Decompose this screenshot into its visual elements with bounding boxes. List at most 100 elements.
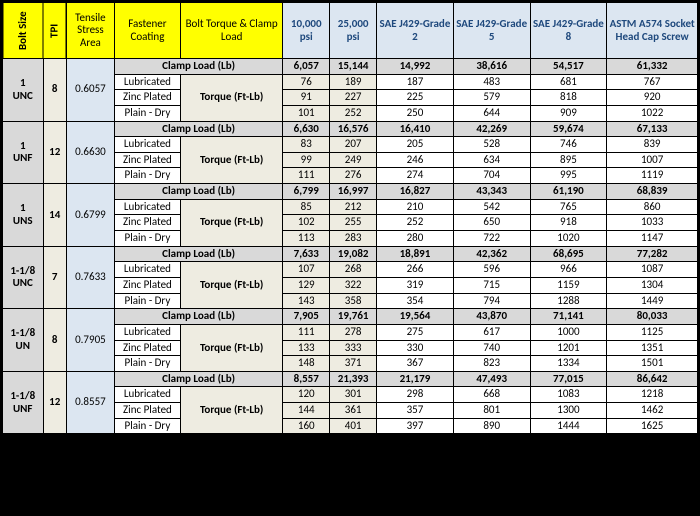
tsa: 0.6057 [66, 59, 114, 122]
hdr-bolt-size: Bolt Size [3, 3, 44, 59]
coating: Zinc Plated [114, 277, 180, 293]
torque-val: 144 [283, 403, 330, 419]
torque-label: Torque (Ft-Lb) [180, 137, 282, 184]
clamp-val: 6,630 [283, 121, 330, 137]
torque-val: 101 [283, 105, 330, 121]
torque-val: 1000 [530, 324, 607, 340]
torque-val: 255 [330, 215, 377, 231]
clamp-val: 43,343 [453, 184, 530, 200]
torque-val: 668 [453, 387, 530, 403]
torque-val: 920 [607, 90, 698, 106]
bolt-size: 1-1/8UN [3, 309, 44, 372]
bolt-size: 1-1/8UNF [3, 371, 44, 434]
torque-val: 133 [283, 340, 330, 356]
torque-val: 918 [530, 215, 607, 231]
coating: Plain - Dry [114, 293, 180, 309]
hdr-grade2: SAE J429-Grade 2 [377, 3, 454, 59]
coating: Zinc Plated [114, 215, 180, 231]
torque-label: Torque (Ft-Lb) [180, 324, 282, 371]
torque-val: 266 [377, 262, 454, 278]
torque-val: 596 [453, 262, 530, 278]
torque-label: Torque (Ft-Lb) [180, 262, 282, 309]
clamp-val: 15,144 [330, 59, 377, 75]
torque-val: 1625 [607, 418, 698, 434]
torque-val: 76 [283, 74, 330, 90]
clamp-val: 14,992 [377, 59, 454, 75]
torque-val: 1444 [530, 418, 607, 434]
torque-val: 650 [453, 215, 530, 231]
torque-val: 767 [607, 74, 698, 90]
torque-val: 1288 [530, 293, 607, 309]
torque-val: 187 [377, 74, 454, 90]
coating: Plain - Dry [114, 418, 180, 434]
torque-val: 818 [530, 90, 607, 106]
torque-val: 91 [283, 90, 330, 106]
torque-val: 681 [530, 74, 607, 90]
clamp-val: 80,033 [607, 309, 698, 325]
torque-val: 148 [283, 356, 330, 372]
torque-val: 1083 [530, 387, 607, 403]
torque-val: 275 [377, 324, 454, 340]
tsa: 0.6799 [66, 184, 114, 247]
coating: Plain - Dry [114, 105, 180, 121]
torque-val: 274 [377, 168, 454, 184]
torque-val: 189 [330, 74, 377, 90]
clamp-val: 16,410 [377, 121, 454, 137]
torque-val: 839 [607, 137, 698, 153]
torque-val: 205 [377, 137, 454, 153]
torque-val: 280 [377, 231, 454, 247]
clamp-val: 8,557 [283, 371, 330, 387]
torque-val: 1007 [607, 152, 698, 168]
torque-val: 1300 [530, 403, 607, 419]
clamp-load-label: Clamp Load (Lb) [114, 371, 282, 387]
torque-val: 129 [283, 277, 330, 293]
torque-val: 794 [453, 293, 530, 309]
hdr-10000psi: 10,000 psi [283, 3, 330, 59]
torque-val: 333 [330, 340, 377, 356]
tpi: 8 [43, 309, 66, 372]
torque-val: 704 [453, 168, 530, 184]
tpi: 12 [43, 371, 66, 434]
coating: Lubricated [114, 199, 180, 215]
coating: Zinc Plated [114, 152, 180, 168]
torque-label: Torque (Ft-Lb) [180, 74, 282, 121]
torque-val: 740 [453, 340, 530, 356]
coating: Lubricated [114, 137, 180, 153]
clamp-val: 77,015 [530, 371, 607, 387]
torque-val: 634 [453, 152, 530, 168]
torque-val: 801 [453, 403, 530, 419]
torque-val: 1304 [607, 277, 698, 293]
torque-val: 542 [453, 199, 530, 215]
torque-val: 227 [330, 90, 377, 106]
torque-label: Torque (Ft-Lb) [180, 387, 282, 434]
tpi: 14 [43, 184, 66, 247]
torque-val: 715 [453, 277, 530, 293]
torque-val: 102 [283, 215, 330, 231]
torque-val: 1020 [530, 231, 607, 247]
torque-val: 358 [330, 293, 377, 309]
coating: Plain - Dry [114, 356, 180, 372]
bolt-torque-table: Bolt SizeTPITensile Stress AreaFastener … [2, 2, 698, 434]
torque-val: 207 [330, 137, 377, 153]
torque-val: 1218 [607, 387, 698, 403]
clamp-load-label: Clamp Load (Lb) [114, 184, 282, 200]
torque-label: Torque (Ft-Lb) [180, 199, 282, 246]
torque-val: 895 [530, 152, 607, 168]
clamp-val: 18,891 [377, 246, 454, 262]
torque-val: 252 [377, 215, 454, 231]
torque-val: 1033 [607, 215, 698, 231]
clamp-val: 61,190 [530, 184, 607, 200]
coating: Zinc Plated [114, 403, 180, 419]
clamp-load-label: Clamp Load (Lb) [114, 121, 282, 137]
torque-val: 995 [530, 168, 607, 184]
torque-val: 1087 [607, 262, 698, 278]
clamp-val: 43,870 [453, 309, 530, 325]
torque-val: 278 [330, 324, 377, 340]
torque-val: 579 [453, 90, 530, 106]
torque-val: 225 [377, 90, 454, 106]
coating: Lubricated [114, 387, 180, 403]
torque-val: 823 [453, 356, 530, 372]
coating: Zinc Plated [114, 90, 180, 106]
torque-val: 361 [330, 403, 377, 419]
clamp-val: 47,493 [453, 371, 530, 387]
